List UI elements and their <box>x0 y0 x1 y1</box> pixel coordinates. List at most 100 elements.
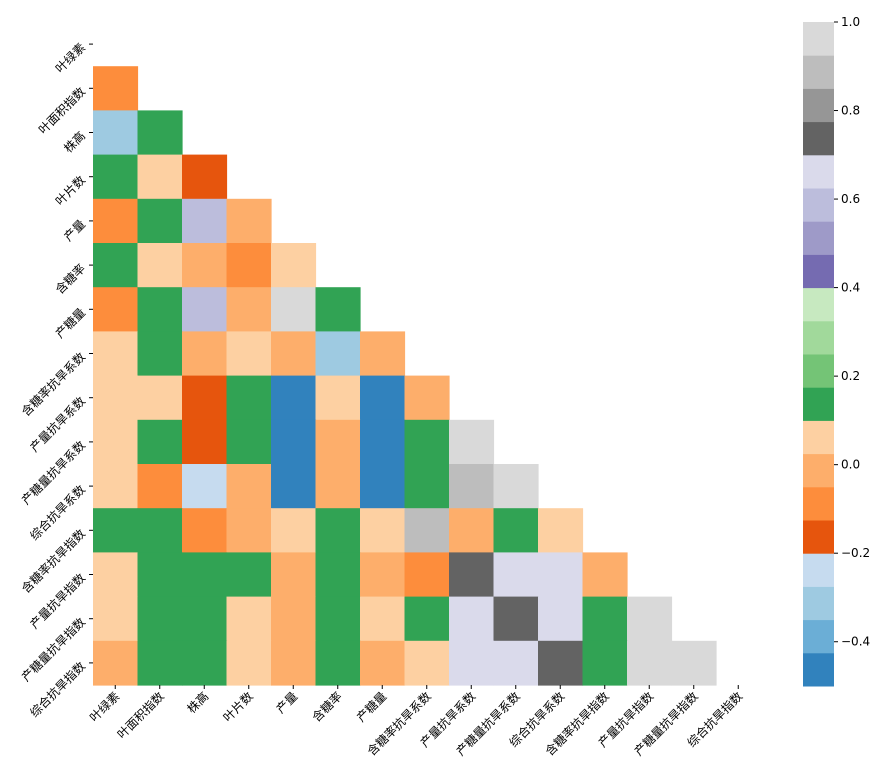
heatmap-cell-8-5 <box>315 375 361 421</box>
colorbar-segment <box>803 22 834 56</box>
colorbar-segment <box>803 121 834 156</box>
heatmap-cell-8-4 <box>271 375 317 421</box>
heatmap-cell-12-9 <box>493 552 539 598</box>
heatmap-cell-7-3 <box>226 331 272 377</box>
colorbar-segment <box>803 619 834 654</box>
heatmap-cell-12-0 <box>93 552 139 598</box>
heatmap-cell-11-6 <box>360 508 406 553</box>
y-tick-label: 叶面积指数 <box>35 84 88 137</box>
heatmap-cell-6-3 <box>226 287 272 332</box>
colorbar-segment <box>803 553 834 587</box>
x-tick-label: 叶面积指数 <box>114 689 167 742</box>
heatmap-cell-14-13 <box>671 640 717 686</box>
colorbar-segment <box>803 55 834 89</box>
heatmap-cell-8-6 <box>360 375 406 421</box>
heatmap-cell-13-0 <box>93 596 139 642</box>
heatmap-cell-11-5 <box>315 508 361 553</box>
heatmap-cell-5-2 <box>182 243 228 288</box>
heatmap-cell-10-4 <box>271 464 317 509</box>
colorbar-tick-label: 0.6 <box>841 192 860 206</box>
colorbar-segment <box>803 486 834 521</box>
heatmap-cell-5-0 <box>93 243 139 288</box>
heatmap-cell-10-9 <box>493 464 539 509</box>
heatmap-cell-12-7 <box>404 552 450 598</box>
heatmap-cell-9-1 <box>137 419 183 465</box>
heatmap-cell-14-1 <box>137 640 183 686</box>
heatmap-cell-13-3 <box>226 596 272 642</box>
x-tick-label: 叶绿素 <box>86 689 122 725</box>
y-tick-label: 叶片数 <box>52 172 88 208</box>
heatmap-cell-8-2 <box>182 375 228 421</box>
heatmap-cell-14-2 <box>182 640 228 686</box>
x-tick-label: 株高 <box>184 689 212 717</box>
heatmap-cell-6-4 <box>271 287 317 332</box>
heatmap-cell-9-2 <box>182 419 228 465</box>
heatmap-cell-13-8 <box>449 596 495 642</box>
y-tick-marks <box>89 43 93 664</box>
heatmap-cell-13-4 <box>271 596 317 642</box>
heatmap-cell-11-3 <box>226 508 272 553</box>
heatmap-cell-9-6 <box>360 419 406 465</box>
heatmap-cell-14-9 <box>493 640 539 686</box>
colorbar-tick-label: 1.0 <box>841 15 860 29</box>
heatmap-cell-8-0 <box>93 375 139 421</box>
heatmap-cell-13-2 <box>182 596 228 642</box>
colorbar-segment <box>803 586 834 621</box>
heatmap-cell-14-7 <box>404 640 450 686</box>
heatmap-cell-14-11 <box>582 640 628 686</box>
colorbar-tick-label: 0.8 <box>841 104 860 118</box>
heatmap-cell-13-6 <box>360 596 406 642</box>
heatmap-cell-14-12 <box>627 640 673 686</box>
colorbar-segment <box>803 154 834 189</box>
heatmap-cell-1-0 <box>93 66 139 111</box>
heatmap-cell-2-1 <box>137 110 183 156</box>
heatmap-cell-9-5 <box>315 419 361 465</box>
heatmap-cell-7-6 <box>360 331 406 377</box>
heatmap-cell-14-6 <box>360 640 406 686</box>
colorbar-segment <box>803 520 834 554</box>
heatmap-cell-10-3 <box>226 464 272 509</box>
colorbar-segment <box>803 420 834 455</box>
heatmap-cell-12-8 <box>449 552 495 598</box>
x-tick-marks <box>114 685 739 689</box>
heatmap-cell-10-5 <box>315 464 361 509</box>
heatmap-cell-13-10 <box>538 596 584 642</box>
heatmap-cell-8-7 <box>404 375 450 421</box>
x-tick-label: 产量 <box>273 689 300 716</box>
heatmap-cell-11-10 <box>538 508 584 553</box>
colorbar-segment <box>803 652 834 687</box>
heatmap-cell-12-6 <box>360 552 406 598</box>
y-tick-label: 产量 <box>61 217 88 244</box>
colorbar-segment <box>803 354 834 388</box>
heatmap-cell-3-1 <box>137 154 183 200</box>
heatmap-cell-12-1 <box>137 552 183 598</box>
colorbar-segment <box>803 188 834 222</box>
heatmap-cell-14-4 <box>271 640 317 686</box>
heatmap-cell-13-9 <box>493 596 539 642</box>
heatmap-cell-8-1 <box>137 375 183 421</box>
heatmap-cell-11-7 <box>404 508 450 553</box>
colorbar-tick-label: 0.2 <box>841 369 860 383</box>
colorbar-segment <box>803 320 834 355</box>
heatmap-cell-9-4 <box>271 419 317 465</box>
heatmap-cell-4-2 <box>182 198 228 244</box>
heatmap-cell-9-0 <box>93 419 139 465</box>
heatmap-cell-6-2 <box>182 287 228 332</box>
colorbar <box>803 22 834 687</box>
heatmap-cell-8-3 <box>226 375 272 421</box>
heatmap-cell-6-0 <box>93 287 139 332</box>
heatmap-cell-9-8 <box>449 419 495 465</box>
colorbar-segment <box>803 453 834 488</box>
colorbar-segment <box>803 287 834 322</box>
heatmap-cell-11-2 <box>182 508 228 553</box>
heatmap-cell-4-1 <box>137 198 183 244</box>
y-tick-label: 产糖量 <box>52 305 88 341</box>
heatmap-cell-5-4 <box>271 243 317 288</box>
heatmap-cell-14-0 <box>93 640 139 686</box>
heatmap-cell-4-3 <box>226 198 272 244</box>
heatmap-cell-5-1 <box>137 243 183 288</box>
x-tick-label: 产糖量 <box>353 689 389 725</box>
heatmap-cell-12-10 <box>538 552 584 598</box>
heatmap-cells <box>93 66 717 686</box>
